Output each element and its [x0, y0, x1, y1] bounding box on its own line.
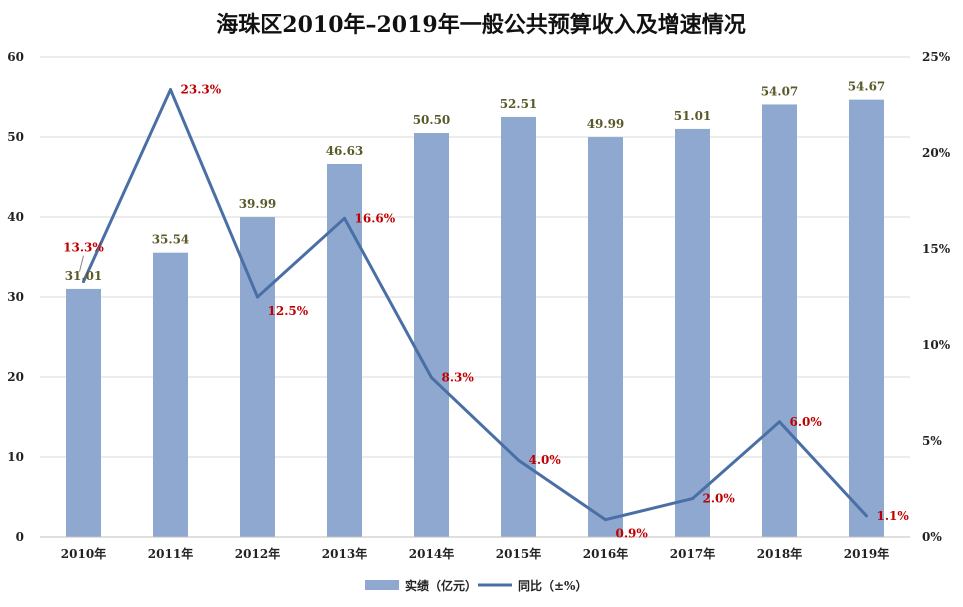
bar-value-label: 46.63: [326, 144, 364, 158]
growth-line: [82, 88, 868, 522]
x-tick-label: 2013年: [322, 546, 367, 561]
legend-bar-label: 实绩（亿元）: [405, 578, 477, 593]
y-left-tick-label: 50: [7, 130, 24, 144]
line-point: [430, 376, 433, 380]
legend-line-label: 同比（±%）: [518, 578, 587, 593]
y-right-tick-label: 0%: [922, 530, 942, 544]
bar-value-label: 54.67: [848, 80, 886, 94]
x-tick-label: 2014年: [409, 546, 454, 561]
line-value-label: 0.9%: [616, 527, 649, 541]
line-value-label: 23.3%: [181, 83, 222, 97]
y-right-tick-label: 20%: [922, 146, 951, 160]
y-right-tick-label: 25%: [922, 50, 951, 64]
line-point: [604, 518, 607, 522]
line-point: [865, 514, 868, 518]
y-left-tick-label: 60: [7, 50, 24, 64]
x-tick-label: 2011年: [148, 546, 193, 561]
bar-value-label: 35.54: [152, 233, 190, 247]
line-point: [256, 295, 259, 299]
line-point: [82, 280, 85, 284]
legend-bar-swatch: [365, 580, 399, 590]
y-left-tick-label: 10: [7, 450, 24, 464]
bar-value-label: 49.99: [587, 117, 625, 131]
x-tick-label: 2018年: [757, 546, 802, 561]
x-tick-label: 2019年: [844, 546, 889, 561]
line-series: [82, 88, 868, 522]
x-tick-label: 2016年: [583, 546, 628, 561]
x-tick-label: 2017年: [670, 546, 715, 561]
y-left-tick-label: 30: [7, 290, 24, 304]
bar: [675, 128, 710, 538]
y-right-tick-label: 10%: [922, 338, 951, 352]
bar-series: [66, 99, 884, 538]
line-value-label: 2.0%: [703, 492, 736, 506]
y-right-tick-label: 5%: [922, 434, 942, 448]
bar-value-label: 54.07: [761, 84, 799, 98]
chart-title: 海珠区2010年–2019年一般公共预算收入及增速情况: [216, 12, 745, 38]
bar-value-label: 50.50: [413, 113, 451, 127]
bar: [327, 163, 362, 537]
line-value-label: 8.3%: [442, 371, 475, 385]
legend: 实绩（亿元） 同比（±%）: [365, 578, 587, 593]
bar: [849, 99, 884, 537]
x-tick-label: 2010年: [61, 546, 106, 561]
line-value-label: 4.0%: [529, 453, 562, 467]
line-point: [169, 88, 172, 92]
x-tick-label: 2015年: [496, 546, 541, 561]
y-left-tick-label: 40: [7, 210, 24, 224]
bar: [414, 133, 449, 537]
bar: [66, 288, 101, 537]
line-value-label: 13.3%: [63, 241, 104, 255]
bar: [153, 252, 188, 537]
line-point: [517, 458, 520, 462]
bar: [762, 104, 797, 537]
bar-value-label: 51.01: [674, 109, 712, 123]
line-point: [778, 420, 781, 424]
bar-value-label: 52.51: [500, 97, 538, 111]
line-point: [343, 216, 346, 220]
bar: [501, 116, 536, 538]
x-tick-label: 2012年: [235, 546, 280, 561]
label-leader-line: [79, 255, 84, 272]
line-value-label: 16.6%: [355, 211, 396, 225]
y-right-tick-label: 15%: [922, 242, 951, 256]
line-value-label: 1.1%: [877, 509, 910, 523]
bar: [588, 137, 623, 537]
y-left-tick-label: 20: [7, 370, 24, 384]
data-labels: 31.01 35.54 39.99 46.63 50.50 52.51 49.99 51.01…: [63, 80, 909, 541]
bar-value-label: 39.99: [239, 197, 277, 211]
line-point: [691, 497, 694, 501]
axes: 0 10 20 30 40 50 60 0% 5% 10% 15% 20% 25% 2010年 2011年 2…: [7, 50, 950, 561]
bar-value-label: 31.01: [65, 269, 103, 283]
y-left-tick-label: 0: [16, 530, 24, 544]
line-value-label: 6.0%: [790, 415, 823, 429]
line-value-label: 12.5%: [268, 304, 309, 318]
